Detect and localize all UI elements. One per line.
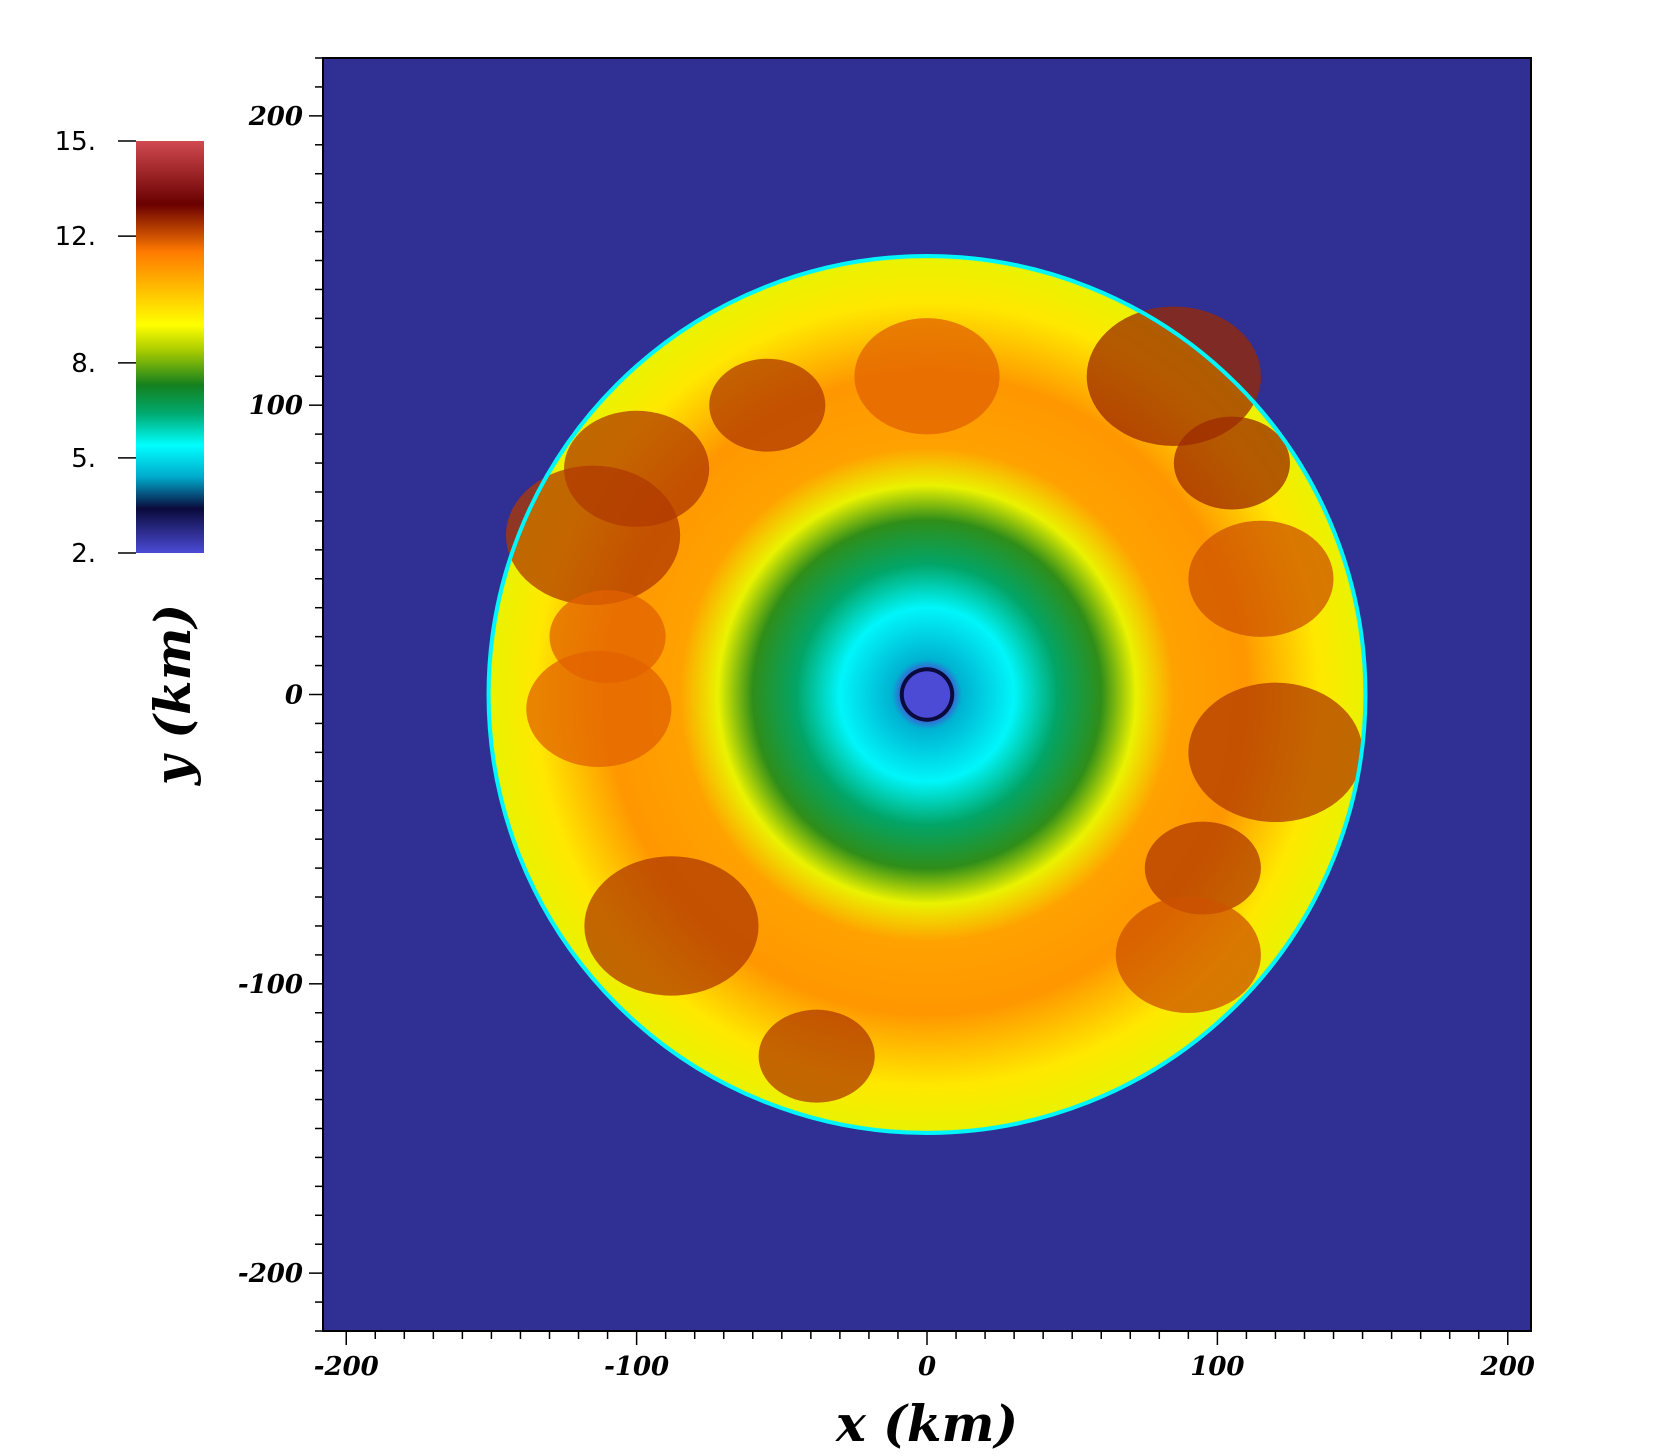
disk-rim [486, 254, 1368, 1135]
hot-spot [1144, 821, 1261, 915]
hot-spot [1188, 682, 1363, 823]
colorbar-tick-label: 12. [55, 222, 96, 252]
hot-spot-layer [505, 306, 1363, 1103]
colorbar: 15. 12. 8. 5. 2. [55, 127, 204, 569]
colorbar-tick-label: 2. [71, 539, 96, 569]
y-tick-label: 100 [249, 391, 303, 421]
y-tick-label: 200 [248, 102, 303, 132]
y-tick-label: -200 [238, 1259, 303, 1289]
hot-spot [505, 465, 681, 606]
hot-spot [758, 1009, 875, 1103]
hot-spot [709, 358, 826, 452]
x-tick-label: -100 [604, 1352, 669, 1382]
x-tick-label: 100 [1190, 1352, 1244, 1382]
colorbar-ticks: 15. 12. 8. 5. 2. [55, 127, 136, 569]
hot-spot [1173, 416, 1290, 510]
plot-area [323, 58, 1531, 1331]
hot-spot [1188, 520, 1334, 637]
colorbar-tick-label: 15. [55, 127, 96, 157]
x-axis: -200 -100 0 100 200 [314, 1331, 1535, 1382]
hot-spot [1086, 306, 1261, 446]
colorbar-tick-label: 5. [71, 444, 96, 474]
y-axis-title: y (km) [143, 604, 202, 786]
x-tick-label: -200 [314, 1352, 379, 1382]
x-tick-label: 0 [918, 1352, 936, 1382]
x-tick-label: 200 [1480, 1352, 1535, 1382]
y-axis: 200 100 0 -100 -200 [238, 57, 323, 1332]
x-axis-title: x (km) [835, 1394, 1018, 1453]
y-tick-label: 0 [285, 681, 303, 711]
inner-core [903, 671, 951, 718]
hot-spot [1115, 896, 1261, 1013]
y-tick-label: -100 [238, 970, 303, 1000]
hot-spot [584, 856, 759, 996]
colorbar-bar [136, 141, 204, 553]
hot-spot [526, 650, 672, 768]
colorbar-tick-label: 8. [71, 349, 96, 379]
hot-spot [854, 318, 1000, 435]
